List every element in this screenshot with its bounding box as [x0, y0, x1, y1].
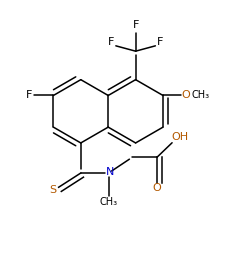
Text: OH: OH	[171, 132, 188, 142]
Text: CH₃: CH₃	[100, 197, 118, 207]
Text: N: N	[105, 167, 114, 177]
Text: O: O	[182, 91, 191, 101]
Text: F: F	[132, 20, 139, 30]
Text: CH₃: CH₃	[192, 91, 210, 101]
Text: F: F	[108, 37, 114, 47]
Text: S: S	[49, 185, 56, 195]
Text: O: O	[153, 183, 162, 193]
Text: F: F	[25, 91, 32, 101]
Text: F: F	[157, 37, 164, 47]
